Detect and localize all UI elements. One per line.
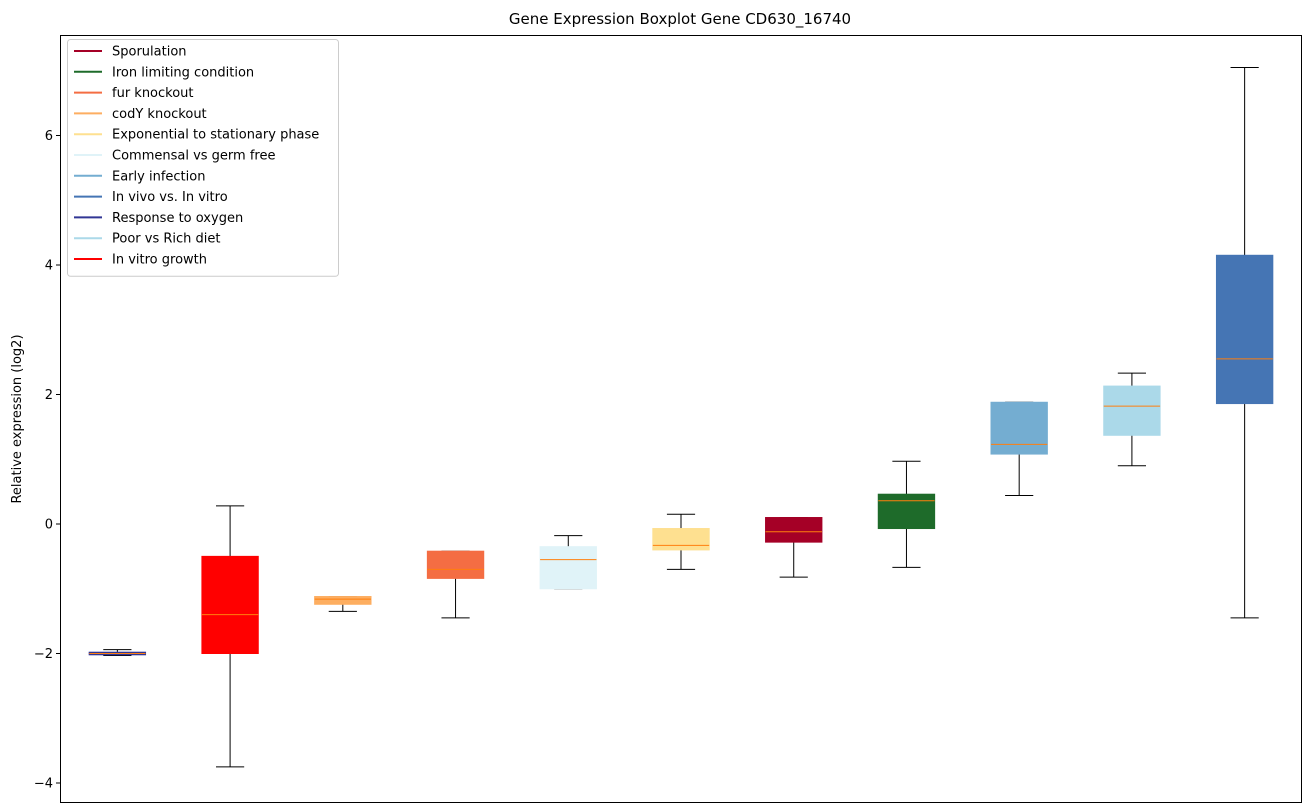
y-tick-label: −4 — [34, 777, 53, 792]
legend-label: Commensal vs germ free — [112, 149, 275, 164]
legend-label: Early infection — [112, 169, 205, 184]
y-tick-label: 6 — [45, 129, 53, 144]
legend-label: codY knockout — [112, 107, 207, 122]
boxes-layer — [88, 67, 1274, 768]
box-6 — [765, 517, 823, 578]
legend-label: Response to oxygen — [112, 211, 243, 226]
box-0 — [88, 649, 147, 656]
legend-label: Exponential to stationary phase — [112, 128, 319, 143]
box-9 — [1103, 372, 1161, 467]
y-tick-label: 2 — [45, 388, 53, 403]
y-axis-label: Relative expression (log2) — [10, 334, 25, 503]
box-body — [652, 528, 710, 551]
box-5 — [652, 513, 710, 570]
legend-label: Poor vs Rich diet — [112, 232, 220, 247]
y-tick-label: 4 — [45, 259, 53, 274]
box-3 — [426, 550, 485, 619]
y-tick-label: 0 — [45, 518, 53, 533]
box-body — [1103, 385, 1161, 436]
legend: Sporulation Iron limiting condition fur kn… — [67, 39, 339, 277]
box-10 — [1215, 67, 1274, 619]
y-axis: −4 −2 0 2 4 6 — [34, 129, 61, 792]
box-body — [314, 596, 372, 605]
box-4 — [539, 535, 597, 590]
plot-frame — [60, 35, 1302, 803]
box-1 — [201, 505, 259, 768]
legend-label: Sporulation — [112, 45, 187, 60]
legend-frame — [67, 39, 339, 277]
chart-title: Gene Expression Boxplot Gene CD630_16740 — [509, 10, 851, 29]
legend-label: Iron limiting condition — [112, 65, 254, 80]
box-body — [426, 550, 485, 579]
box-body — [201, 555, 259, 654]
box-body — [539, 546, 597, 590]
box-body — [765, 517, 823, 543]
legend-label: In vivo vs. In vitro — [112, 190, 228, 205]
legend-label: In vitro growth — [112, 253, 207, 268]
legend-label: fur knockout — [112, 86, 194, 101]
box-body — [990, 401, 1048, 455]
y-tick-label: −2 — [34, 647, 53, 662]
box-body — [877, 493, 936, 530]
box-8 — [990, 401, 1048, 497]
box-body — [1215, 254, 1274, 405]
box-2 — [314, 596, 372, 612]
box-7 — [877, 460, 936, 568]
